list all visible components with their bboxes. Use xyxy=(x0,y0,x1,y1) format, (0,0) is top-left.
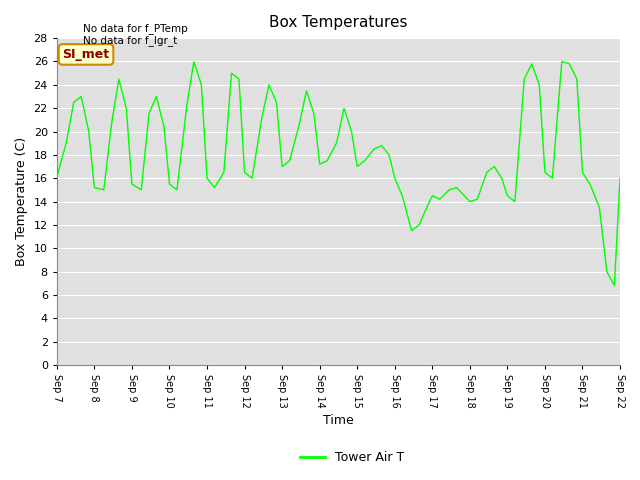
Text: No data for f_PTemp: No data for f_PTemp xyxy=(83,23,188,34)
Text: SI_met: SI_met xyxy=(63,48,109,61)
X-axis label: Time: Time xyxy=(323,414,354,427)
Y-axis label: Box Temperature (C): Box Temperature (C) xyxy=(15,137,28,266)
Text: No data for f_lgr_t: No data for f_lgr_t xyxy=(83,35,177,46)
Legend: Tower Air T: Tower Air T xyxy=(295,446,409,469)
Title: Box Temperatures: Box Temperatures xyxy=(269,15,408,30)
